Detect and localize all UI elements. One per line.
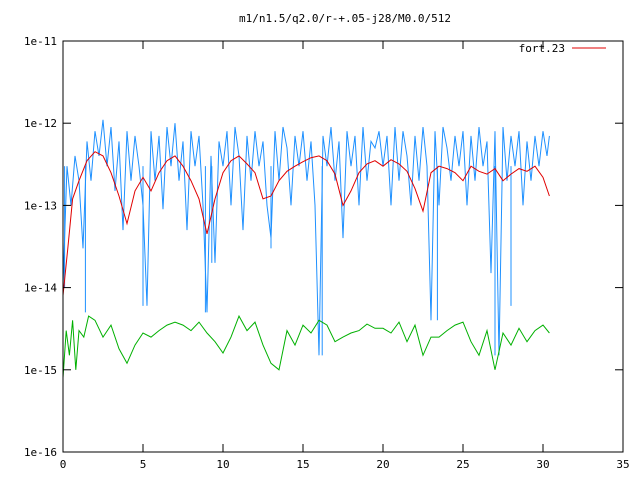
x-tick-label: 20 xyxy=(376,458,389,471)
x-tick-label: 25 xyxy=(456,458,469,471)
series-line-green xyxy=(62,314,550,378)
y-tick-label: 1e-13 xyxy=(24,199,57,212)
y-tick-label: 1e-14 xyxy=(24,282,57,295)
legend: fort.23 xyxy=(519,42,606,55)
x-tick-label: 10 xyxy=(216,458,229,471)
x-tick-label: 30 xyxy=(536,458,549,471)
axis-layer: 1e-16 1e-15 1e-14 1e-13 1e-12 1e-11 0 5 10 15 20 25… xyxy=(24,35,630,471)
series-layer xyxy=(62,119,550,378)
y-tick-label: 1e-12 xyxy=(24,117,57,130)
x-tick-label: 15 xyxy=(296,458,309,471)
plot-frame xyxy=(62,40,624,453)
series-line-fort23 xyxy=(62,151,550,296)
x-tick-label: 35 xyxy=(616,458,629,471)
legend-label-fort23: fort.23 xyxy=(519,42,565,55)
x-tick-label: 0 xyxy=(60,458,67,471)
series-line-blue xyxy=(62,119,550,356)
chart-title: m1/n1.5/q2.0/r-+.05-j28/M0.0/512 xyxy=(239,12,451,25)
y-tick-label: 1e-16 xyxy=(24,446,57,459)
y-tick-label: 1e-15 xyxy=(24,364,57,377)
y-tick-label: 1e-11 xyxy=(24,35,57,48)
x-tick-label: 5 xyxy=(140,458,147,471)
